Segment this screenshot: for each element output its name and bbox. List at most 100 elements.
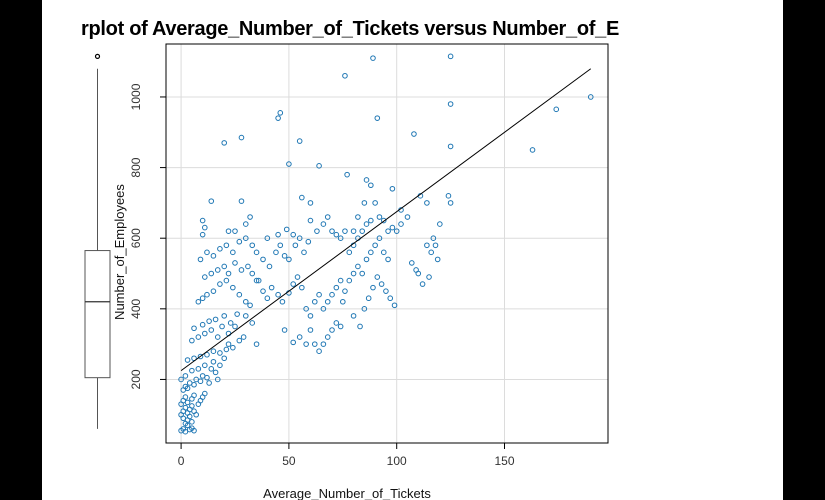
data-point	[370, 55, 376, 61]
data-point	[197, 353, 204, 360]
data-point	[324, 298, 331, 305]
data-point	[230, 344, 236, 351]
data-point	[184, 399, 191, 406]
data-point	[266, 263, 273, 270]
data-point	[337, 235, 344, 242]
data-point	[202, 274, 208, 280]
data-point	[292, 242, 299, 249]
data-point	[361, 200, 368, 206]
data-point	[389, 224, 396, 231]
data-point	[221, 313, 228, 319]
data-point	[320, 306, 327, 312]
data-point	[189, 419, 195, 425]
data-point	[340, 298, 346, 305]
data-point	[217, 362, 223, 369]
data-point	[342, 72, 348, 79]
data-point	[208, 270, 215, 277]
data-point	[424, 200, 430, 206]
data-point	[212, 316, 219, 323]
data-point	[363, 177, 370, 183]
data-point	[204, 291, 210, 298]
boxplot-outlier	[94, 53, 101, 59]
data-point	[299, 194, 305, 201]
data-point	[281, 253, 288, 259]
data-point	[363, 221, 370, 227]
data-point	[283, 226, 290, 233]
data-point	[344, 171, 350, 178]
x-axis-title: Average_Number_of_Tickets	[263, 486, 431, 500]
data-point	[232, 228, 238, 234]
data-point	[307, 327, 314, 333]
data-point	[202, 330, 208, 337]
data-point	[368, 182, 374, 189]
data-point	[333, 320, 340, 326]
x-tick-label: 150	[494, 454, 514, 468]
data-point	[301, 249, 307, 256]
data-point	[329, 228, 335, 234]
data-point	[324, 334, 331, 340]
data-point	[307, 313, 314, 319]
data-point	[376, 235, 383, 242]
data-point	[333, 284, 340, 291]
plot-frame	[165, 43, 609, 444]
data-point	[217, 245, 223, 252]
data-point	[230, 284, 236, 291]
x-tick-label: 100	[387, 454, 407, 468]
data-point	[363, 256, 370, 263]
data-point	[199, 295, 206, 302]
data-point	[346, 277, 353, 284]
data-point	[277, 242, 284, 249]
data-point	[249, 270, 256, 277]
data-point	[303, 306, 309, 312]
grid-lines	[166, 44, 608, 443]
data-point	[337, 277, 344, 284]
data-point	[206, 380, 212, 386]
data-point	[290, 339, 297, 346]
x-tick-label: 50	[282, 454, 296, 468]
data-point	[389, 185, 396, 192]
y-axis-title: Number_of_Employees	[112, 184, 127, 320]
data-point	[199, 231, 206, 238]
data-point	[350, 270, 357, 277]
data-point	[184, 385, 191, 392]
data-point	[380, 217, 387, 224]
data-point	[238, 134, 245, 141]
data-point	[195, 366, 202, 372]
data-point	[333, 231, 340, 238]
data-point	[197, 256, 204, 263]
data-point	[355, 263, 361, 270]
data-points	[178, 53, 594, 435]
data-point	[247, 214, 253, 220]
regression-line	[180, 68, 592, 372]
data-point	[234, 311, 240, 317]
data-point	[199, 217, 206, 224]
data-point	[204, 374, 210, 381]
data-point	[365, 295, 372, 302]
data-point	[426, 274, 432, 280]
data-point	[221, 140, 228, 146]
data-point	[307, 200, 314, 206]
data-point	[191, 381, 197, 388]
data-point	[255, 277, 262, 284]
data-point	[249, 320, 256, 326]
data-point	[264, 235, 271, 242]
data-point	[529, 147, 536, 153]
data-point	[286, 161, 292, 167]
data-point	[275, 231, 281, 238]
data-point	[242, 298, 249, 305]
data-point	[303, 341, 309, 347]
data-point	[210, 358, 217, 365]
data-point	[217, 350, 223, 356]
y-tick-label: 800	[129, 157, 143, 177]
data-point	[294, 274, 301, 280]
data-point	[437, 221, 443, 227]
axes: 0 50 100 150 200 400 600 800 1000 Average_Number_…	[112, 83, 515, 500]
data-point	[202, 362, 208, 369]
data-point	[372, 200, 378, 206]
data-point	[445, 193, 452, 199]
data-point	[225, 228, 232, 234]
data-point	[178, 376, 184, 383]
data-point	[260, 288, 266, 294]
data-point	[275, 115, 281, 121]
data-point	[191, 325, 197, 332]
